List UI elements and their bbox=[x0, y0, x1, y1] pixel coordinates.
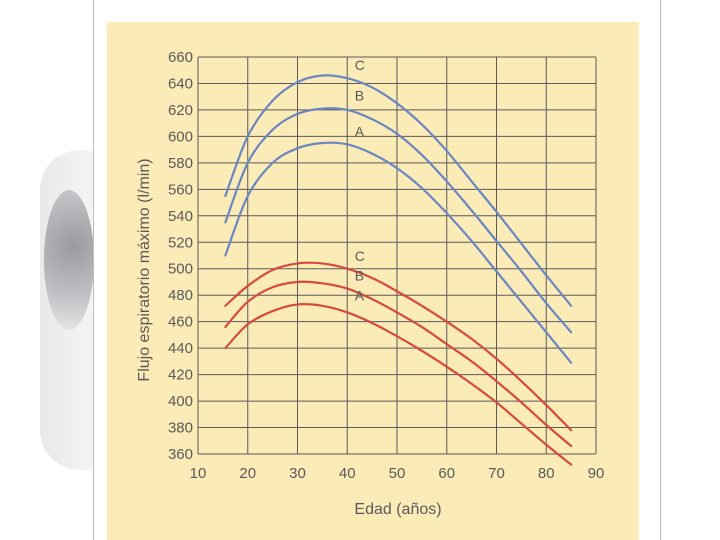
curve-label: B bbox=[355, 88, 364, 104]
x-tick-label: 20 bbox=[239, 465, 256, 482]
y-tick-label: 440 bbox=[168, 340, 193, 357]
x-tick-label: 80 bbox=[538, 465, 555, 482]
series-line-upper-c bbox=[224, 74, 573, 307]
series-line-upper-b bbox=[224, 107, 573, 334]
y-tick-label: 420 bbox=[168, 367, 193, 384]
y-tick-label: 460 bbox=[168, 314, 193, 331]
y-tick-label: 640 bbox=[168, 75, 193, 92]
x-axis-ticks: 10 20 30 40 50 60 70 80 90 bbox=[190, 465, 605, 482]
series-line-lower-a bbox=[224, 303, 573, 466]
x-tick-label: 40 bbox=[339, 465, 356, 482]
y-axis-ticks: 360 380 400 420 440 460 480 500 520 540 560 580 600 6… bbox=[168, 49, 193, 463]
y-tick-label: 380 bbox=[168, 420, 193, 437]
background-shape bbox=[44, 190, 94, 330]
y-tick-label: 520 bbox=[168, 234, 193, 251]
curve-label: B bbox=[355, 268, 364, 284]
y-tick-label: 600 bbox=[168, 128, 193, 145]
y-tick-label: 660 bbox=[168, 49, 193, 66]
x-tick-label: 30 bbox=[289, 465, 306, 482]
series-line-lower-b bbox=[224, 280, 573, 448]
curve-label: A bbox=[355, 287, 365, 303]
curve-label: C bbox=[355, 248, 365, 264]
curve-label: A bbox=[355, 123, 365, 139]
y-axis-title: Flujo espiratorio máximo (l/min) bbox=[136, 158, 153, 381]
y-tick-label: 620 bbox=[168, 102, 193, 119]
y-tick-label: 400 bbox=[168, 393, 193, 410]
x-tick-label: 50 bbox=[389, 465, 406, 482]
y-tick-label: 580 bbox=[168, 155, 193, 172]
y-tick-label: 500 bbox=[168, 261, 193, 278]
series-lines bbox=[224, 74, 573, 466]
series-line-upper-a bbox=[224, 141, 573, 364]
x-tick-label: 90 bbox=[588, 465, 605, 482]
y-tick-label: 360 bbox=[168, 446, 193, 463]
x-tick-label: 70 bbox=[488, 465, 505, 482]
curve-label: C bbox=[355, 57, 365, 73]
x-tick-label: 10 bbox=[190, 465, 207, 482]
y-tick-label: 560 bbox=[168, 181, 193, 198]
series-line-lower-c bbox=[224, 261, 573, 432]
x-axis-title: Edad (años) bbox=[354, 501, 441, 518]
y-tick-label: 540 bbox=[168, 208, 193, 225]
grid-lines bbox=[197, 56, 597, 455]
x-tick-label: 60 bbox=[438, 465, 455, 482]
y-tick-label: 480 bbox=[168, 287, 193, 304]
